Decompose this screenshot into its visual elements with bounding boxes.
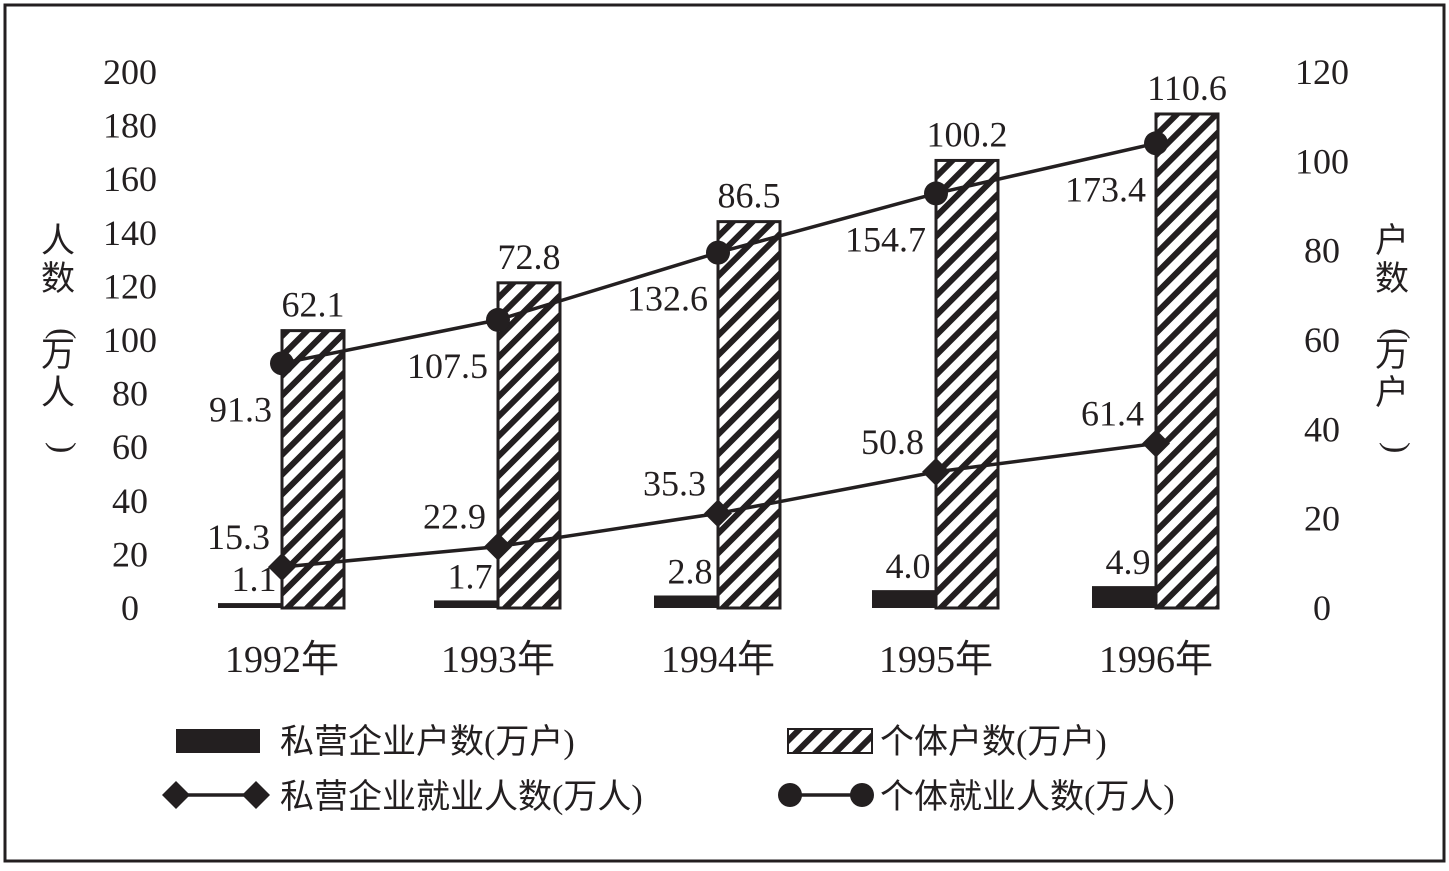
left-tick-label: 40 [112,481,148,521]
legend-swatch-hatched [787,728,873,754]
chart-frame [3,3,1446,863]
data-label-individual-households: 100.2 [927,114,1008,154]
data-label-private-enterprise-households: 1.7 [448,556,493,596]
data-labels: 62.1 1.1 91.3 15.3 72.8 1.7 107.5 22.9 86.5 2.8 13… [207,68,1227,599]
right-axis-title-text: 户数(万户) [1375,222,1415,453]
legend-diamond-marker [242,781,270,809]
bar-private-enterprise-households [434,600,498,608]
category-label: 1995年 [879,639,993,681]
data-label-private-enterprise-employment: 35.3 [643,463,706,503]
data-label-individual-households: 86.5 [718,176,781,216]
left-tick-label: 120 [103,266,157,306]
legend-circle-marker [850,783,874,807]
category-label: 1992年 [225,639,339,681]
bar-individual-households [934,158,1000,610]
axis-titles: 人数(万人) 户数(万户) [41,222,1415,453]
data-label-private-enterprise-households: 1.1 [232,559,277,599]
right-tick-label: 80 [1304,231,1340,271]
category-label: 1994年 [661,639,775,681]
left-axis-title: 人数(万人) [41,223,81,453]
legend: 私营企业户数(万户) 个体户数(万户) 私营企业就业人数(万人) 个体就业人数(万人) [162,723,1175,816]
left-tick-label: 160 [103,159,157,199]
left-tick-label: 180 [103,106,157,146]
bar-private-enterprise-households [218,603,282,608]
data-label-individual-households: 72.8 [498,237,561,277]
right-tick-label: 0 [1313,588,1331,628]
left-tick-label: 140 [103,213,157,253]
right-tick-label: 60 [1304,320,1340,360]
right-axis-ticks: 0 20 40 60 80 100 120 [1295,52,1349,628]
bar-private-enterprise-households [872,590,936,608]
lines [268,131,1170,581]
left-tick-label: 80 [112,374,148,414]
legend-label-individual-employment: 个体就业人数(万人) [880,778,1175,816]
diamond-marker [704,499,732,528]
right-axis-title: 户数(万户) [1375,222,1415,453]
circle-marker [486,307,510,332]
circle-marker [270,351,294,376]
circle-marker [1144,131,1168,156]
data-label-private-enterprise-employment: 50.8 [861,422,924,462]
legend-swatch-solid [176,729,260,753]
legend-label-private-enterprise-households: 私营企业户数(万户) [280,723,575,761]
diamond-marker [1142,429,1170,458]
data-label-individual-households: 62.1 [282,285,345,325]
left-axis-ticks: 0 20 40 60 80 100 120 140 160 180 200 [103,52,157,628]
legend-label-private-enterprise-employment: 私营企业就业人数(万人) [280,778,643,816]
bar-private-enterprise-households [654,595,718,608]
bar-private-enterprise-households [1092,586,1156,608]
left-tick-label: 200 [103,52,157,92]
data-label-private-enterprise-employment: 15.3 [207,517,270,557]
left-tick-label: 60 [112,427,148,467]
circle-marker [924,181,948,206]
data-label-private-enterprise-households: 4.0 [886,546,931,586]
legend-label-individual-households: 个体户数(万户) [880,723,1107,761]
diamond-marker [922,457,950,486]
bar-individual-households [1154,112,1220,610]
right-tick-label: 100 [1295,141,1349,181]
bar-individual-households [716,220,782,610]
category-label: 1996年 [1099,639,1213,681]
left-tick-label: 20 [112,534,148,574]
data-label-private-enterprise-households: 4.9 [1106,542,1151,582]
category-labels: 1992年 1993年 1994年 1995年 1996年 [225,639,1213,681]
right-tick-label: 40 [1304,409,1340,449]
left-tick-label: 0 [121,588,139,628]
category-label: 1993年 [441,639,555,681]
left-axis-title-text: 人数(万人) [41,223,81,453]
right-tick-label: 20 [1304,499,1340,539]
right-tick-label: 120 [1295,52,1349,92]
diamond-marker [268,552,296,581]
data-label-private-enterprise-employment: 22.9 [423,497,486,537]
legend-circle-marker [778,783,802,807]
bar-individual-households [496,281,562,610]
data-label-individual-employment: 132.6 [627,279,708,319]
data-label-individual-households: 110.6 [1147,68,1227,108]
data-label-individual-employment: 107.5 [407,346,488,386]
legend-diamond-marker [162,781,190,809]
data-label-individual-employment: 154.7 [845,219,926,259]
data-label-private-enterprise-employment: 61.4 [1081,393,1144,433]
diamond-marker [484,532,512,561]
data-label-individual-employment: 173.4 [1065,169,1146,209]
left-tick-label: 100 [103,320,157,360]
data-label-individual-employment: 91.3 [209,389,272,429]
data-label-private-enterprise-households: 2.8 [668,551,713,591]
bars [218,112,1220,610]
circle-marker [706,240,730,265]
